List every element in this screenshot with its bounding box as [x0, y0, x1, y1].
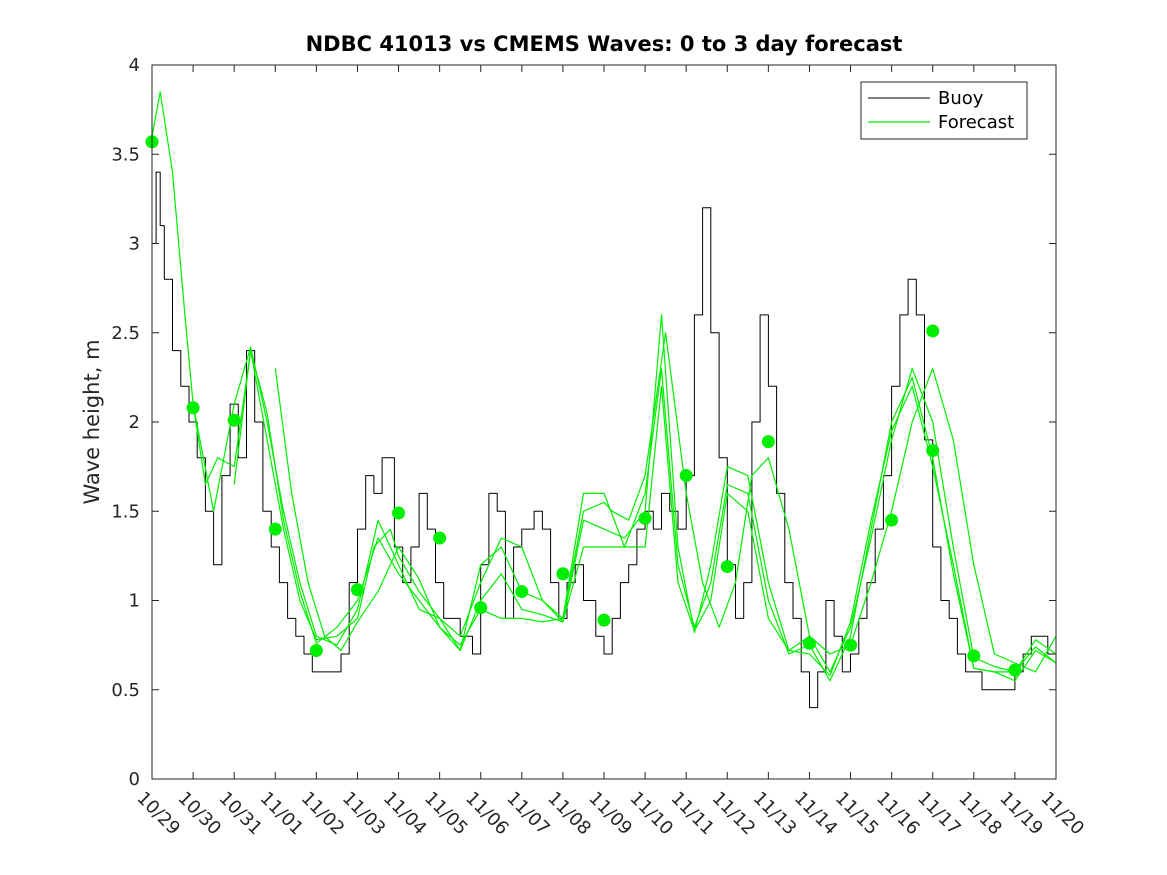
plot-frame — [151, 64, 1057, 780]
marker-layer — [145, 135, 1022, 677]
forecast-start-marker — [844, 638, 858, 652]
forecast-start-marker — [885, 513, 899, 527]
forecast-start-marker — [926, 444, 940, 458]
series-layer — [151, 91, 1057, 709]
y-tick-label: 3 — [129, 234, 140, 255]
chart-title: NDBC 41013 vs CMEMS Waves: 0 to 3 day fo… — [306, 32, 903, 56]
y-tick-label: 2.5 — [111, 323, 140, 344]
y-tick-label: 0 — [129, 769, 140, 790]
forecast-start-marker — [802, 636, 816, 650]
forecast-start-marker — [268, 522, 282, 536]
legend: Buoy Forecast — [860, 81, 1028, 140]
plot-area — [152, 65, 1056, 779]
forecast-start-marker — [679, 469, 693, 483]
forecast-start-marker — [967, 649, 981, 663]
legend-label-buoy: Buoy — [938, 88, 984, 109]
forecast-start-marker — [556, 567, 570, 581]
forecast-start-marker — [474, 601, 488, 615]
y-tick-label: 0.5 — [111, 680, 140, 701]
y-tick-label: 1 — [129, 591, 140, 612]
y-tick-label: 1.5 — [111, 501, 140, 522]
forecast-start-marker — [515, 585, 529, 599]
forecast-start-marker — [392, 506, 406, 520]
series-line-forecast-4 — [274, 368, 1057, 677]
series-line-buoy — [152, 171, 1056, 709]
legend-label-forecast: Forecast — [938, 112, 1014, 133]
forecast-start-marker — [1008, 663, 1022, 677]
forecast-start-marker — [309, 643, 323, 657]
forecast-start-marker — [350, 583, 364, 597]
y-tick-label: 3.5 — [111, 144, 140, 165]
series-line-forecast-1 — [151, 91, 1057, 673]
forecast-start-marker — [761, 435, 775, 449]
forecast-start-marker — [638, 511, 652, 525]
series-line-forecast-3 — [233, 350, 1057, 682]
forecast-start-marker — [597, 613, 611, 627]
forecast-start-marker — [720, 560, 734, 574]
forecast-start-marker — [186, 401, 200, 415]
forecast-start-marker — [926, 324, 940, 338]
y-axis-label: Wave height, m — [80, 339, 104, 504]
forecast-start-marker — [433, 531, 447, 545]
legend-box — [860, 81, 1028, 140]
y-tick-label: 2 — [129, 412, 140, 433]
forecast-start-marker — [227, 413, 241, 427]
y-tick-label: 4 — [129, 55, 140, 76]
